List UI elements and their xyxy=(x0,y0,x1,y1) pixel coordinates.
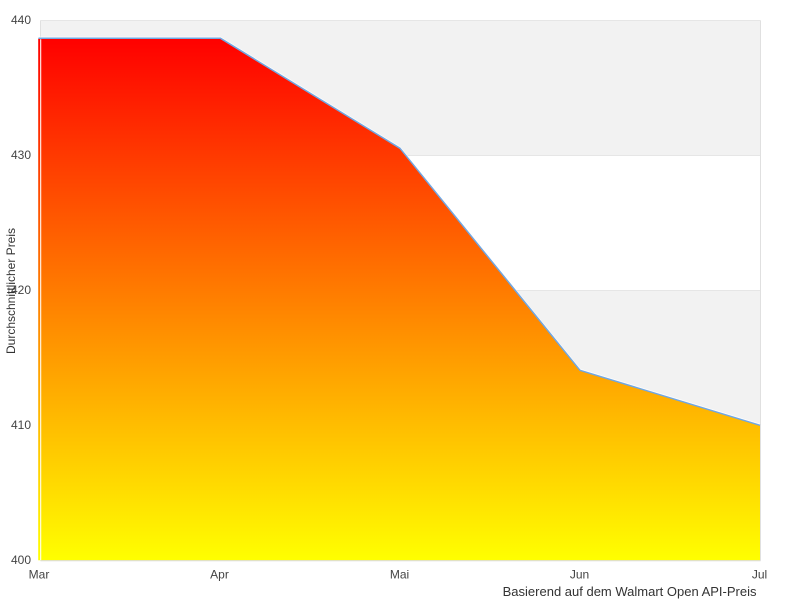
svg-text:Jul: Jul xyxy=(752,568,767,582)
svg-text:410: 410 xyxy=(11,418,31,432)
svg-text:400: 400 xyxy=(11,553,31,567)
svg-text:440: 440 xyxy=(11,13,31,27)
svg-text:Apr: Apr xyxy=(210,568,229,582)
svg-text:Basierend auf dem Walmart Open: Basierend auf dem Walmart Open API-Preis xyxy=(503,584,757,599)
svg-text:Mai: Mai xyxy=(390,568,409,582)
svg-text:Durchschnittlicher Preis: Durchschnittlicher Preis xyxy=(4,228,18,354)
svg-text:420: 420 xyxy=(11,283,31,297)
svg-text:430: 430 xyxy=(11,148,31,162)
svg-text:Mar: Mar xyxy=(29,568,50,582)
svg-text:Jun: Jun xyxy=(570,568,589,582)
